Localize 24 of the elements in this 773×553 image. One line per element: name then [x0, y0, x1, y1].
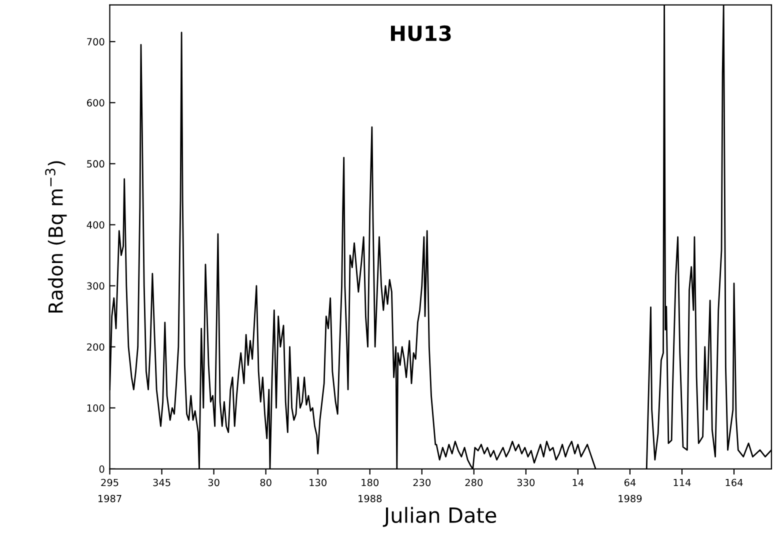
x-tick-label: 80 [260, 478, 272, 486]
x-tick-label: 295 1987 [98, 478, 122, 502]
y-tick-label: 700 [87, 38, 104, 46]
x-tick-label: 230 [413, 478, 431, 486]
x-tick-label: 180 1988 [358, 478, 382, 502]
y-tick-label: 400 [86, 221, 104, 229]
y-tick-label: 100 [87, 404, 104, 412]
x-tick-label: 64 1989 [618, 478, 642, 502]
x-tick-label: 130 [310, 478, 326, 486]
x-tick-label: 164 [726, 478, 743, 486]
y-tick-label: 300 [87, 282, 104, 290]
y-tick-label: 0 [99, 465, 104, 473]
x-tick-label: 345 [153, 478, 170, 486]
x-tick-label: 330 [517, 478, 535, 486]
y-tick-label: 600 [87, 99, 104, 106]
x-tick-label: 14 [572, 478, 584, 486]
y-tick-label: 200 [87, 343, 104, 351]
y-axis-title: Radon (Bq m$^{−3}$) [45, 161, 67, 313]
x-axis-title: Julian Date [382, 506, 496, 527]
x-tick-label: 280 [465, 478, 483, 486]
x-tick-label: 30 [208, 478, 220, 486]
x-tick-label: 114 [674, 478, 691, 486]
y-tick-label: 500 [87, 160, 104, 168]
text: HU13 [391, 25, 451, 42]
